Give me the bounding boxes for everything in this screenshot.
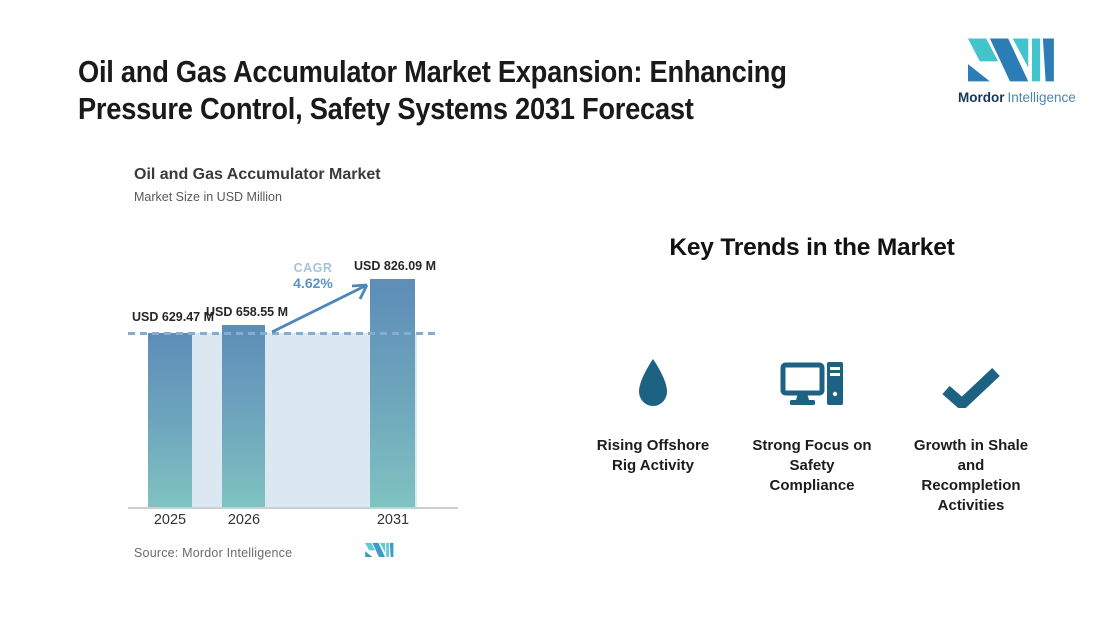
checkmark-icon	[942, 368, 1000, 408]
value-label-2025: USD 629.47 M	[132, 310, 214, 324]
x-axis-label-2025: 2025	[153, 512, 187, 528]
value-label-2026: USD 658.55 M	[206, 305, 288, 319]
x-axis-label-2026: 2026	[227, 512, 261, 528]
trend-item-safety: Strong Focus on Safety Compliance	[737, 352, 887, 516]
chart-source: Source: Mordor Intelligence	[134, 546, 293, 560]
trend-label: Strong Focus on Safety Compliance	[752, 437, 872, 494]
trend-list: Rising Offshore Rig Activity Strong Focu…	[578, 352, 1046, 516]
bar-2025	[148, 333, 192, 507]
chart-title: Oil and Gas Accumulator Market	[134, 166, 381, 183]
droplet-icon	[639, 359, 667, 406]
cagr-label: CAGR	[293, 261, 333, 275]
x-axis-label-2031: 2031	[376, 512, 410, 528]
trend-item-shale: Growth in Shale and Recompletion Activit…	[896, 352, 1046, 516]
cagr-annotation: CAGR 4.62%	[282, 261, 344, 291]
computer-icon	[780, 362, 843, 405]
x-axis-line	[128, 507, 458, 509]
brand-name: Mordor Intelligence	[958, 90, 1076, 105]
mi-mark-icon	[967, 38, 1054, 82]
page-title-line1: Oil and Gas Accumulator Market Expansion…	[78, 54, 787, 89]
brand-logo: Mordor Intelligence	[958, 33, 1076, 105]
trends-heading: Key Trends in the Market	[669, 234, 955, 261]
bar-2031	[370, 279, 415, 507]
page-title-line2: Pressure Control, Safety Systems 2031 Fo…	[78, 91, 694, 126]
dashed-baseline	[128, 332, 435, 335]
chart-subtitle: Market Size in USD Million	[134, 190, 282, 204]
brand-name-bold: Mordor	[958, 90, 1005, 105]
brand-name-light: Intelligence	[1007, 90, 1076, 105]
bar-2026	[222, 325, 265, 507]
value-label-2031: USD 826.09 M	[354, 259, 436, 273]
cagr-value: 4.62%	[293, 275, 333, 291]
page-title: Oil and Gas Accumulator Market Expansion…	[78, 53, 870, 127]
bar-chart: USD 629.47 M USD 658.55 M USD 826.09 M C…	[128, 250, 458, 528]
trend-label: Growth in Shale and Recompletion Activit…	[913, 437, 1029, 514]
growth-arrow-icon	[271, 283, 369, 334]
trend-label: Rising Offshore Rig Activity	[596, 437, 710, 474]
mi-mark-small-icon	[365, 542, 394, 557]
trend-item-offshore: Rising Offshore Rig Activity	[578, 352, 728, 516]
